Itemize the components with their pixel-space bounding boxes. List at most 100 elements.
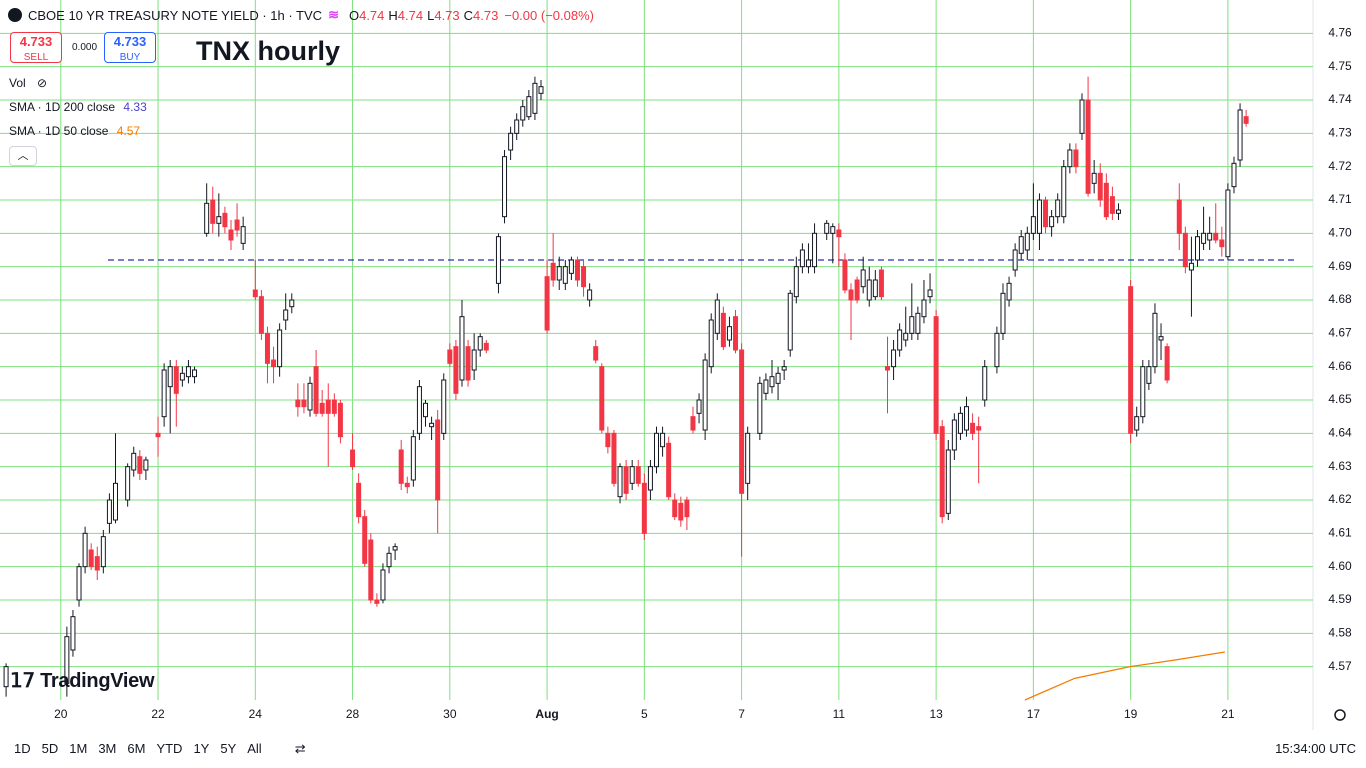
candle bbox=[757, 376, 763, 440]
candle-body bbox=[356, 482, 362, 518]
candle bbox=[520, 100, 526, 127]
candle-body bbox=[94, 556, 100, 571]
collapse-legend-button[interactable]: ︿ bbox=[9, 146, 37, 166]
candle-body bbox=[477, 336, 483, 351]
candle-body bbox=[88, 549, 94, 568]
candle-body bbox=[483, 342, 489, 351]
candle bbox=[690, 406, 696, 434]
candle bbox=[289, 293, 295, 314]
candle-body bbox=[277, 329, 283, 368]
candle bbox=[532, 76, 538, 120]
candle-body bbox=[1030, 216, 1036, 234]
date-range-button[interactable]: ⇄ bbox=[294, 741, 306, 756]
candle-body bbox=[1012, 249, 1018, 271]
candle-body bbox=[167, 366, 173, 388]
candle bbox=[599, 363, 605, 434]
candle bbox=[1188, 236, 1194, 317]
candle bbox=[429, 416, 435, 440]
candle-body bbox=[1176, 199, 1182, 234]
candle-body bbox=[1067, 149, 1073, 168]
range-button[interactable]: 5Y bbox=[220, 741, 237, 756]
range-button[interactable]: 3M bbox=[98, 741, 117, 756]
candle bbox=[854, 276, 860, 304]
range-button[interactable]: 1D bbox=[14, 741, 31, 756]
settings-icon[interactable] bbox=[1334, 709, 1346, 721]
candle bbox=[574, 256, 580, 287]
sma-200-legend[interactable]: SMA · 1D 200 close 4.33 bbox=[9, 100, 147, 114]
candle-body bbox=[629, 466, 635, 484]
range-button[interactable]: 1M bbox=[69, 741, 88, 756]
candle bbox=[1195, 230, 1201, 267]
candle-body bbox=[976, 426, 982, 431]
range-button[interactable]: 6M bbox=[127, 741, 146, 756]
candle bbox=[1085, 76, 1091, 197]
candle bbox=[1237, 103, 1243, 167]
candle bbox=[629, 460, 635, 490]
symbol-icon bbox=[8, 8, 22, 22]
range-button[interactable]: All bbox=[247, 741, 262, 756]
candle-body bbox=[1201, 232, 1207, 244]
symbol-name[interactable]: CBOE 10 YR TREASURY NOTE YIELD · 1h · TV… bbox=[28, 7, 323, 23]
candle-body bbox=[1231, 162, 1237, 188]
y-tick-label: 4.70 bbox=[1328, 226, 1352, 240]
candle-body bbox=[228, 229, 234, 241]
candle-body bbox=[495, 236, 501, 284]
sma-50-legend[interactable]: SMA · 1D 50 close 4.57 bbox=[9, 124, 140, 138]
candle-body bbox=[733, 316, 739, 351]
candle-body bbox=[550, 262, 556, 281]
candle bbox=[526, 90, 532, 120]
candle bbox=[1073, 143, 1079, 174]
candle-body bbox=[386, 552, 392, 568]
candle bbox=[1219, 226, 1225, 257]
candle bbox=[805, 243, 811, 274]
candle bbox=[277, 323, 283, 377]
range-button[interactable]: 5D bbox=[41, 741, 59, 756]
candle-body bbox=[672, 499, 678, 518]
candle bbox=[1055, 193, 1061, 224]
y-tick-label: 4.61 bbox=[1328, 526, 1352, 540]
candle-body bbox=[1128, 286, 1134, 434]
candle bbox=[350, 433, 356, 470]
ohlc-value: 4.73 bbox=[434, 7, 460, 23]
sell-button[interactable]: 4.733 SELL bbox=[10, 32, 62, 63]
candle bbox=[1115, 203, 1121, 220]
candle bbox=[1201, 206, 1207, 250]
y-tick-label: 4.66 bbox=[1328, 359, 1352, 373]
candle-body bbox=[581, 266, 587, 288]
candle-body bbox=[520, 106, 526, 121]
hide-icon[interactable]: ⊘ bbox=[37, 76, 48, 90]
candle-body bbox=[252, 289, 258, 298]
candle-body bbox=[319, 402, 325, 414]
brand-logo: 𝟣𝟩 TradingView bbox=[10, 668, 155, 693]
candle-body bbox=[222, 212, 228, 228]
buy-button[interactable]: 4.733 BUY bbox=[104, 32, 156, 63]
x-tick-label: 13 bbox=[929, 707, 943, 721]
candle bbox=[204, 183, 210, 237]
candle bbox=[356, 473, 362, 524]
candle bbox=[88, 543, 94, 570]
x-tick-label: 21 bbox=[1221, 707, 1235, 721]
candle bbox=[222, 206, 228, 234]
candle-body bbox=[441, 379, 447, 434]
ohlc-label: O bbox=[348, 7, 360, 23]
grid bbox=[0, 0, 1313, 700]
candle-body bbox=[1097, 172, 1103, 201]
x-tick-label: Aug bbox=[535, 707, 558, 721]
candle bbox=[824, 220, 830, 240]
candle bbox=[423, 400, 429, 427]
volume-indicator[interactable]: Vol ⊘ bbox=[9, 76, 47, 90]
candle bbox=[1067, 143, 1073, 174]
candle bbox=[483, 340, 489, 354]
range-button[interactable]: YTD bbox=[156, 741, 183, 756]
range-button[interactable]: 1Y bbox=[193, 741, 210, 756]
candle bbox=[976, 416, 982, 484]
candle-body bbox=[690, 416, 696, 431]
candle bbox=[477, 333, 483, 357]
candle bbox=[331, 393, 337, 417]
candle-body bbox=[465, 346, 471, 381]
candle-body bbox=[605, 432, 611, 448]
candle bbox=[1030, 183, 1036, 240]
candle-body bbox=[1103, 182, 1109, 218]
candle bbox=[1146, 360, 1152, 390]
